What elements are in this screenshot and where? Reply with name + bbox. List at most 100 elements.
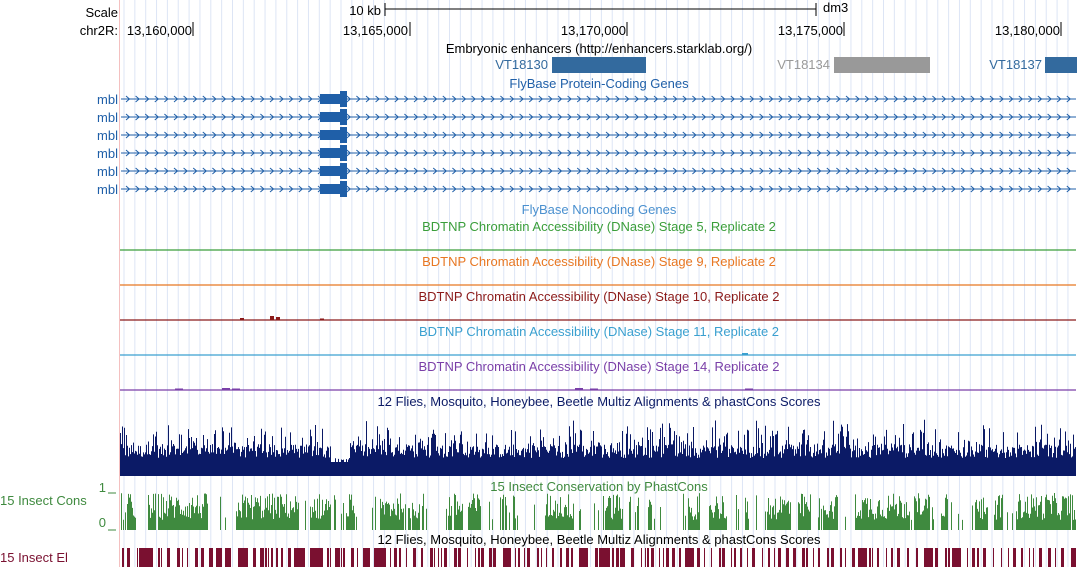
- conserved-element: [271, 548, 273, 567]
- conserved-element: [253, 548, 256, 567]
- conserved-element: [546, 548, 547, 567]
- conserved-element: [952, 548, 961, 567]
- track-title-enhancers[interactable]: Embryonic enhancers (http://enhancers.st…: [445, 41, 753, 56]
- conserved-element: [734, 548, 736, 567]
- conserved-element: [195, 548, 198, 567]
- insect-cons-wiggle: [121, 493, 1076, 530]
- conserved-element: [840, 548, 842, 567]
- conserved-element: [685, 548, 694, 567]
- dnase-peak: [320, 318, 324, 320]
- conserved-element: [891, 548, 893, 567]
- track-side-label-insect-el[interactable]: 15 Insect El: [0, 550, 68, 565]
- conserved-element: [330, 548, 331, 567]
- conserved-element: [122, 548, 124, 567]
- conserved-element: [599, 548, 610, 567]
- gene-label-mbl[interactable]: mbl: [97, 182, 118, 197]
- conserved-element: [666, 548, 669, 567]
- track-title-dnase-stage11[interactable]: BDTNP Chromatin Accessibility (DNase) St…: [418, 324, 780, 339]
- dnase-peak: [745, 388, 753, 390]
- dnase-peak: [222, 388, 230, 390]
- conserved-element: [595, 548, 598, 567]
- dnase-peak: [240, 318, 244, 320]
- enhancer-label-vt18137[interactable]: VT18137: [989, 57, 1042, 72]
- conserved-element: [524, 548, 525, 567]
- enhancer-block-vt18137: [1045, 57, 1077, 73]
- gene-label-mbl[interactable]: mbl: [97, 146, 118, 161]
- conserved-element: [351, 548, 354, 567]
- track-title-multiz-2[interactable]: 12 Flies, Mosquito, Honeybee, Beetle Mul…: [377, 532, 821, 547]
- ruler-tick-label: 13,180,000: [994, 23, 1060, 38]
- conserved-element: [679, 548, 681, 567]
- conserved-element: [406, 548, 407, 567]
- gene-label-mbl[interactable]: mbl: [97, 128, 118, 143]
- gene-exon: [320, 148, 340, 158]
- conserved-element: [478, 548, 480, 567]
- conserved-element: [948, 548, 950, 567]
- conserved-element: [571, 548, 573, 567]
- conserved-element: [458, 548, 461, 567]
- track-title-dnase-stage14[interactable]: BDTNP Chromatin Accessibility (DNase) St…: [418, 359, 780, 374]
- conserved-element: [438, 548, 439, 567]
- conserved-element: [886, 548, 887, 567]
- conserved-element: [651, 548, 654, 567]
- conserved-element: [434, 548, 435, 567]
- conserved-element: [663, 548, 664, 567]
- track-title-dnase-stage5[interactable]: BDTNP Chromatin Accessibility (DNase) St…: [422, 219, 776, 234]
- conserved-element: [916, 548, 918, 567]
- assembly-label: dm3: [823, 0, 849, 15]
- conserved-element: [747, 548, 748, 567]
- conserved-element: [631, 548, 634, 567]
- conserved-element: [139, 548, 153, 567]
- track-title-coding-genes[interactable]: FlyBase Protein-Coding Genes: [509, 76, 689, 91]
- track-title-noncoding-genes[interactable]: FlyBase Noncoding Genes: [521, 202, 677, 217]
- conserved-element: [845, 548, 846, 567]
- conserved-element: [265, 548, 267, 567]
- conserved-element: [430, 548, 433, 567]
- conserved-element: [276, 548, 278, 567]
- track-title-dnase-stage10[interactable]: BDTNP Chromatin Accessibility (DNase) St…: [418, 289, 780, 304]
- conserved-element: [967, 548, 968, 567]
- conserved-element: [489, 548, 492, 567]
- conserved-element: [762, 548, 763, 567]
- gene-label-mbl[interactable]: mbl: [97, 92, 118, 107]
- gene-exon: [320, 112, 340, 122]
- conserved-element: [1048, 548, 1051, 567]
- conserved-element: [541, 548, 542, 567]
- conserved-element: [421, 548, 423, 567]
- conserved-element: [341, 548, 342, 567]
- conserved-element: [260, 548, 264, 567]
- multiz-wiggle: [120, 419, 1076, 476]
- conserved-element: [268, 548, 269, 567]
- enhancer-label-vt18134[interactable]: VT18134: [777, 57, 830, 72]
- conserved-element: [441, 548, 442, 567]
- y-axis-min-label: 0: [98, 515, 106, 530]
- conserved-element: [647, 548, 649, 567]
- gene-label-mbl[interactable]: mbl: [97, 110, 118, 125]
- conserved-element: [216, 548, 222, 567]
- scale-label: Scale: [85, 5, 118, 20]
- conserved-element: [310, 548, 323, 567]
- track-title-dnase-stage9[interactable]: BDTNP Chromatin Accessibility (DNase) St…: [422, 254, 776, 269]
- gene-label-mbl[interactable]: mbl: [97, 164, 118, 179]
- conserved-element: [1055, 548, 1056, 567]
- conserved-element: [858, 548, 867, 567]
- conserved-element: [167, 548, 170, 567]
- conserved-element: [774, 548, 775, 567]
- gene-exon: [320, 94, 340, 104]
- conserved-element: [869, 548, 871, 567]
- track-title-insect-cons[interactable]: 15 Insect Conservation by PhastCons: [490, 479, 708, 494]
- gene-exon: [320, 184, 340, 194]
- conserved-element: [924, 548, 933, 567]
- conserved-element: [238, 548, 248, 567]
- conserved-element: [158, 548, 160, 567]
- conserved-element: [704, 548, 705, 567]
- conserved-element: [357, 548, 358, 567]
- conserved-element: [399, 548, 401, 567]
- track-side-label-insect-cons[interactable]: 15 Insect Cons: [0, 493, 87, 508]
- gene-exon: [340, 145, 347, 161]
- enhancer-label-vt18130[interactable]: VT18130: [495, 57, 548, 72]
- conserved-element: [1021, 548, 1023, 567]
- track-title-multiz[interactable]: 12 Flies, Mosquito, Honeybee, Beetle Mul…: [377, 394, 821, 409]
- conserved-element: [467, 548, 468, 567]
